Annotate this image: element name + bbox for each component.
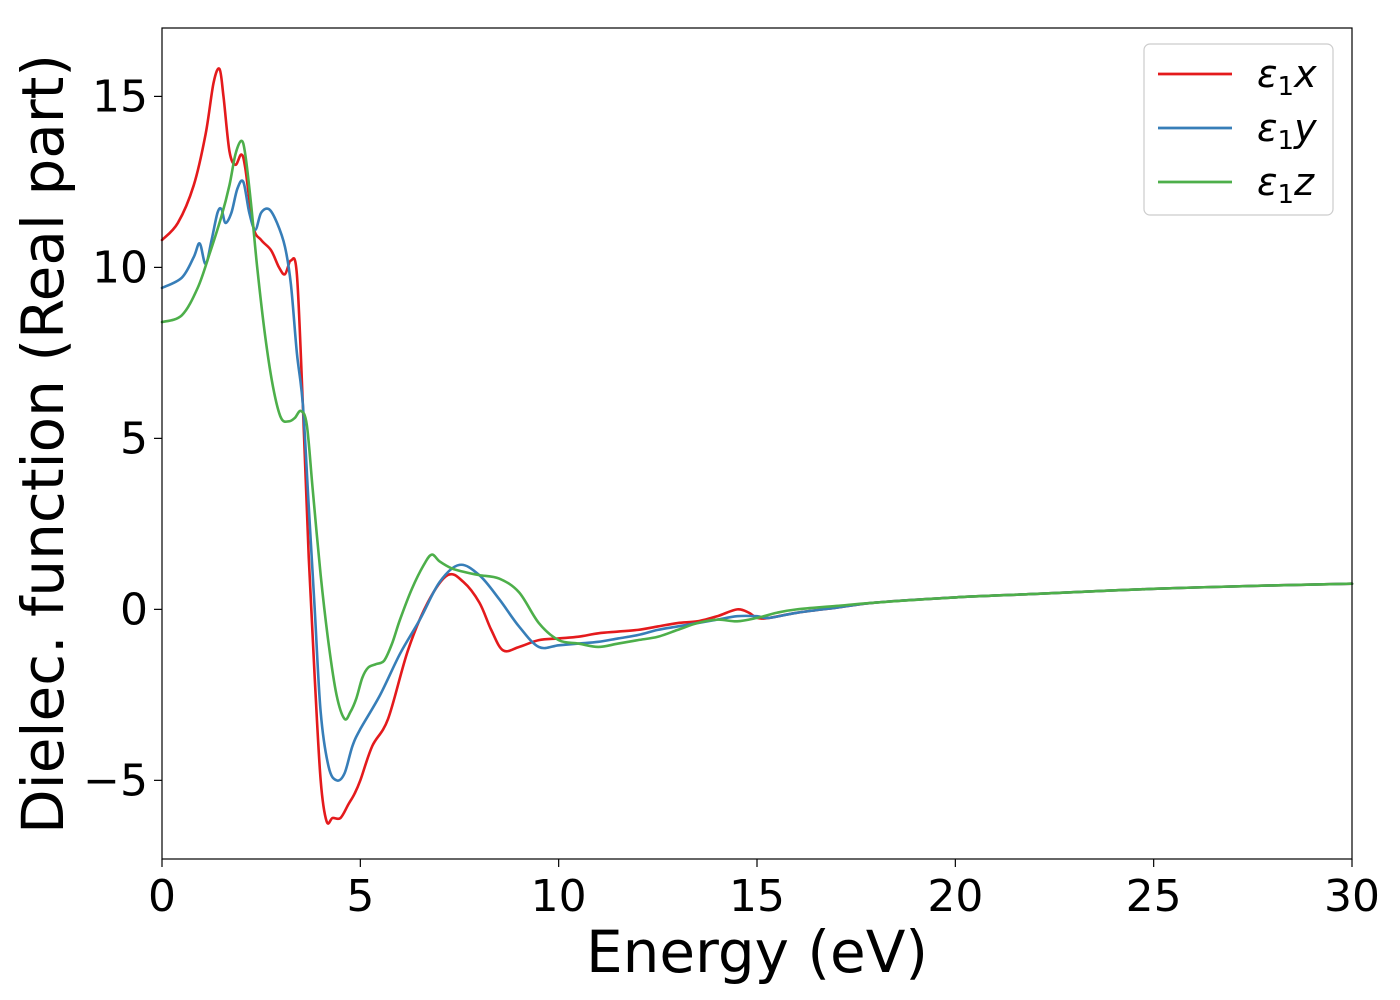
x-tick-label: 20 xyxy=(927,871,983,922)
x-tick-label: 30 xyxy=(1324,871,1380,922)
legend-label-z: ε1z xyxy=(1257,160,1315,210)
series-layer xyxy=(160,67,1354,825)
y-tick-label: −5 xyxy=(83,755,148,806)
x-tick-label: 10 xyxy=(531,871,587,922)
y-axis-ticks: −5 0 5 10 15 xyxy=(83,71,162,806)
legend-label-y: ε1y xyxy=(1257,106,1317,156)
legend-label-x: ε1x xyxy=(1257,52,1317,102)
x-tick-label: 0 xyxy=(148,871,176,922)
x-tick-label: 15 xyxy=(729,871,785,922)
x-tick-label: 25 xyxy=(1126,871,1182,922)
y-tick-label: 5 xyxy=(120,413,148,464)
x-axis-title: Energy (eV) xyxy=(586,918,928,986)
x-axis-ticks: 0 5 10 15 20 25 30 xyxy=(148,859,1380,922)
x-tick-label: 5 xyxy=(346,871,374,922)
series-line-z xyxy=(160,139,1354,721)
y-tick-label: 0 xyxy=(120,584,148,635)
legend-box xyxy=(1143,43,1334,216)
y-tick-label: 10 xyxy=(92,242,148,293)
series-line-y xyxy=(160,179,1354,782)
y-tick-label: 15 xyxy=(92,71,148,122)
y-axis-title: Dielec. function (Real part) xyxy=(9,54,77,834)
